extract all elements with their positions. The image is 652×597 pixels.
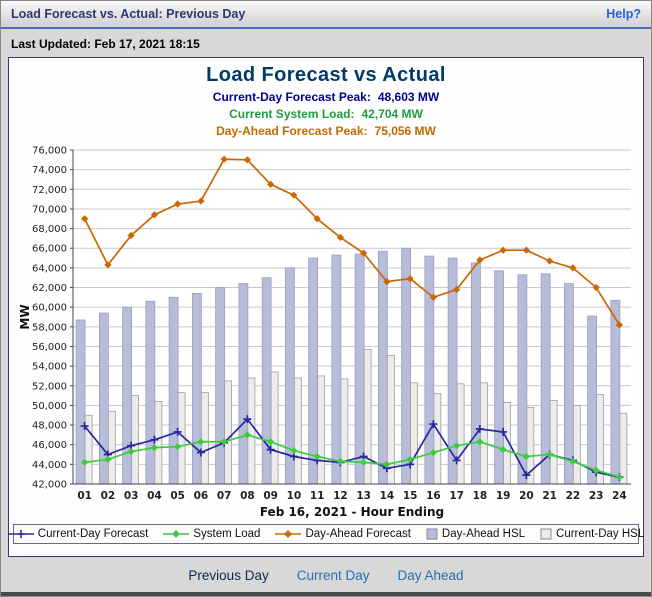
chart-panel: Load Forecast vs Actual Current-Day Fore…	[7, 57, 644, 557]
stat-day-ahead-forecast-peak: Day-Ahead Forecast Peak: 75,056 MW	[11, 124, 641, 138]
svg-text:64,000: 64,000	[32, 263, 67, 274]
load-forecast-chart: 42,000 44,000 46,000 48,000 50,000 52,000 54,0…	[18, 146, 631, 519]
svg-text:18: 18	[473, 490, 488, 502]
svg-text:12: 12	[333, 490, 348, 502]
legend-label: Current-Day HSL	[556, 528, 645, 540]
nav-day-ahead[interactable]: Day Ahead	[397, 568, 464, 583]
svg-text:MW: MW	[18, 304, 32, 329]
svg-text:19: 19	[496, 490, 511, 502]
svg-text:62,000: 62,000	[32, 283, 67, 294]
last-updated-text: Last Updated: Feb 17, 2021 18:15	[11, 37, 200, 51]
svg-text:10: 10	[287, 490, 302, 502]
chart-title: Load Forecast vs Actual	[206, 64, 446, 86]
stat-current-day-forecast-peak: Current-Day Forecast Peak: 48,603 MW	[11, 90, 641, 104]
stat-value: 75,056 MW	[374, 124, 436, 138]
svg-text:05: 05	[170, 490, 185, 502]
svg-text:54,000: 54,000	[32, 362, 67, 373]
nav-current-day[interactable]: Current Day	[296, 568, 370, 583]
legend-item-current-day-hsl: Current-Day HSL	[540, 528, 644, 540]
svg-text:08: 08	[240, 490, 255, 502]
legend-item-system-load: System Load	[163, 528, 260, 540]
svg-text:Feb 16, 2021 - Hour Ending: Feb 16, 2021 - Hour Ending	[260, 505, 444, 519]
svg-text:14: 14	[380, 490, 395, 502]
svg-text:46,000: 46,000	[32, 440, 67, 451]
lavender-bar-swatch-icon	[426, 528, 438, 540]
svg-text:70,000: 70,000	[32, 204, 67, 215]
svg-text:02: 02	[101, 490, 116, 502]
svg-text:66,000: 66,000	[32, 244, 67, 255]
legend-label: System Load	[193, 528, 261, 540]
stat-label: Current System Load:	[229, 107, 355, 121]
footer-nav: Previous Day Current Day Day Ahead	[1, 568, 651, 583]
orange-line-diamond-marker-icon	[275, 530, 302, 538]
svg-text:42,000: 42,000	[32, 480, 67, 491]
svg-text:56,000: 56,000	[32, 342, 67, 353]
legend-label: Day-Ahead Forecast	[305, 528, 411, 540]
window-titlebar: Load Forecast vs. Actual: Previous Day H…	[1, 1, 651, 29]
svg-text:50,000: 50,000	[32, 401, 67, 412]
svg-text:24: 24	[612, 490, 627, 502]
svg-text:48,000: 48,000	[32, 421, 67, 432]
stat-value: 42,704 MW	[361, 107, 423, 121]
svg-text:09: 09	[263, 490, 278, 502]
legend-label: Day-Ahead HSL	[441, 528, 526, 540]
window-bottom-edge	[1, 592, 651, 596]
svg-text:17: 17	[449, 490, 464, 502]
svg-text:60,000: 60,000	[32, 303, 67, 314]
stat-value: 48,603 MW	[377, 90, 440, 104]
svg-text:15: 15	[403, 490, 418, 502]
legend-label: Current-Day Forecast	[37, 528, 149, 540]
svg-text:74,000: 74,000	[32, 165, 67, 176]
gray-bar-swatch-icon	[540, 528, 552, 540]
svg-text:06: 06	[194, 490, 209, 502]
window-title: Load Forecast vs. Actual: Previous Day	[11, 7, 246, 21]
legend-item-current-day-forecast: Current-Day Forecast	[7, 528, 149, 540]
legend-item-day-ahead-hsl: Day-Ahead HSL	[426, 528, 525, 540]
svg-text:16: 16	[426, 490, 441, 502]
svg-text:68,000: 68,000	[32, 224, 67, 235]
green-line-diamond-marker-icon	[163, 530, 190, 538]
svg-text:72,000: 72,000	[32, 185, 67, 196]
svg-text:52,000: 52,000	[32, 381, 67, 392]
svg-text:58,000: 58,000	[32, 322, 67, 333]
svg-text:44,000: 44,000	[32, 460, 67, 471]
chart-legend: Current-Day Forecast System Load Day-Ahe…	[7, 524, 644, 544]
svg-text:11: 11	[310, 490, 325, 502]
stat-current-system-load: Current System Load: 42,704 MW	[11, 107, 641, 121]
stat-label: Current-Day Forecast Peak:	[212, 90, 371, 104]
svg-text:13: 13	[356, 490, 371, 502]
svg-text:07: 07	[217, 490, 232, 502]
svg-text:04: 04	[147, 490, 162, 502]
help-link[interactable]: Help?	[606, 7, 641, 21]
svg-text:20: 20	[519, 490, 534, 502]
nav-previous-day[interactable]: Previous Day	[188, 568, 269, 583]
svg-text:23: 23	[589, 490, 604, 502]
svg-text:21: 21	[542, 490, 557, 502]
stat-label: Day-Ahead Forecast Peak:	[216, 124, 368, 138]
legend-item-day-ahead-forecast: Day-Ahead Forecast	[275, 528, 411, 540]
navy-line-plus-marker-icon	[7, 530, 34, 538]
svg-text:76,000: 76,000	[32, 146, 67, 157]
svg-text:03: 03	[124, 490, 139, 502]
svg-text:22: 22	[566, 490, 581, 502]
svg-text:01: 01	[77, 490, 92, 502]
